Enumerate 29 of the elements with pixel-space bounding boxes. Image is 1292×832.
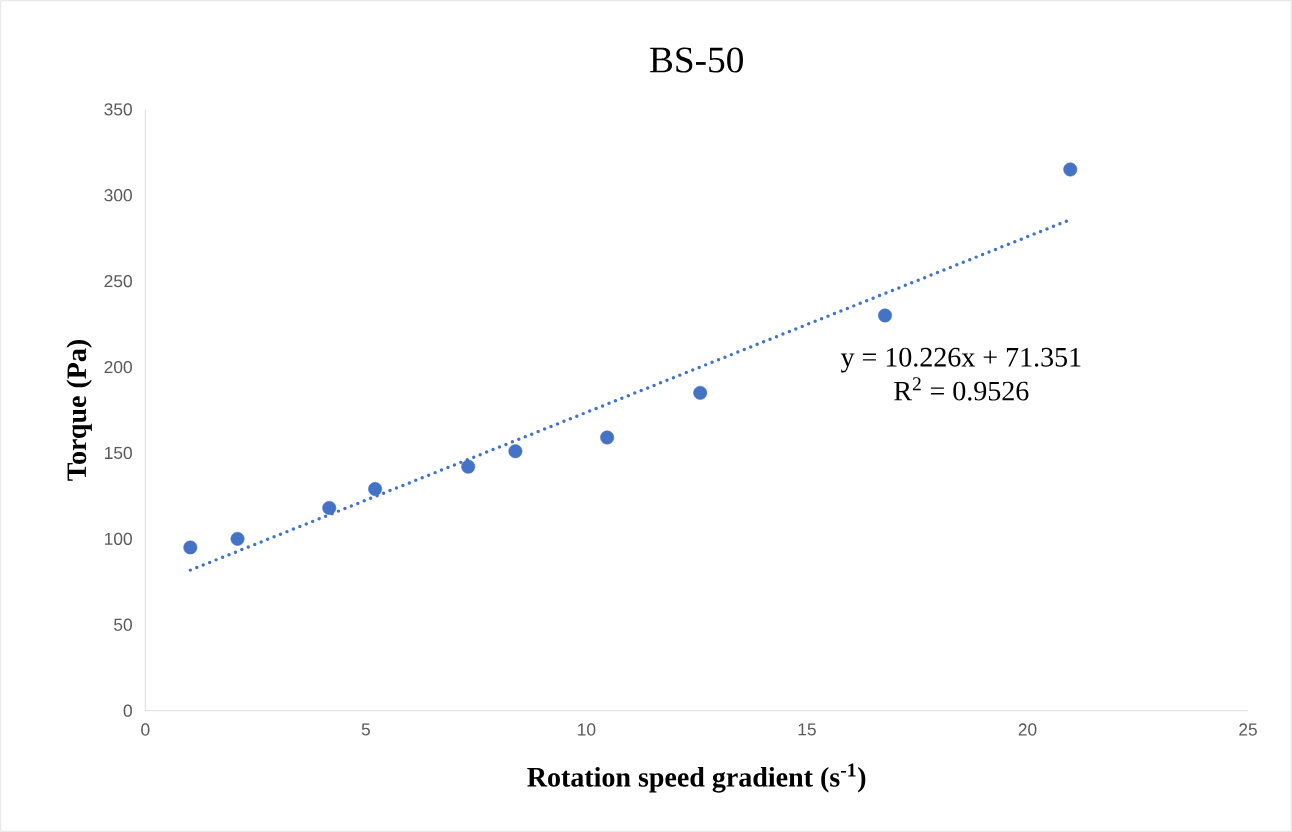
x-tick-label: 0	[141, 723, 150, 736]
point	[461, 459, 476, 474]
y-tick-label: 300	[104, 189, 132, 202]
point	[322, 500, 337, 515]
x-axis-title: Rotation speed gradient (s$^{-1}$)	[527, 763, 866, 793]
point	[878, 308, 892, 323]
point	[183, 540, 198, 555]
point	[600, 430, 615, 445]
point	[368, 482, 383, 496]
point	[230, 531, 245, 546]
annotation: R$^{2}$ = 0.9526	[894, 377, 1029, 401]
annotation: y = 10.226x + 71.351	[840, 347, 1081, 373]
x-tick-label: 20	[1018, 723, 1037, 736]
y-tick-label: 100	[105, 532, 132, 545]
y-tick-label: 250	[104, 275, 132, 288]
chart-title: BS-50	[650, 47, 743, 73]
y-tick-label: 350	[104, 103, 132, 116]
y-tick-label: 50	[114, 618, 132, 631]
x-tick-label: 15	[798, 723, 816, 736]
point	[508, 444, 523, 459]
y-tick-label: 200	[104, 360, 132, 374]
point	[693, 385, 708, 400]
x-tick-label: 10	[578, 723, 596, 736]
x-tick-label: 25	[1239, 723, 1257, 736]
y-tick-label: 0	[123, 704, 132, 717]
y-axis-title: Torque (Pa)	[66, 340, 92, 481]
y-tick-label: 150	[105, 446, 132, 460]
point	[1063, 162, 1078, 177]
x-tick-label: 5	[361, 723, 370, 736]
